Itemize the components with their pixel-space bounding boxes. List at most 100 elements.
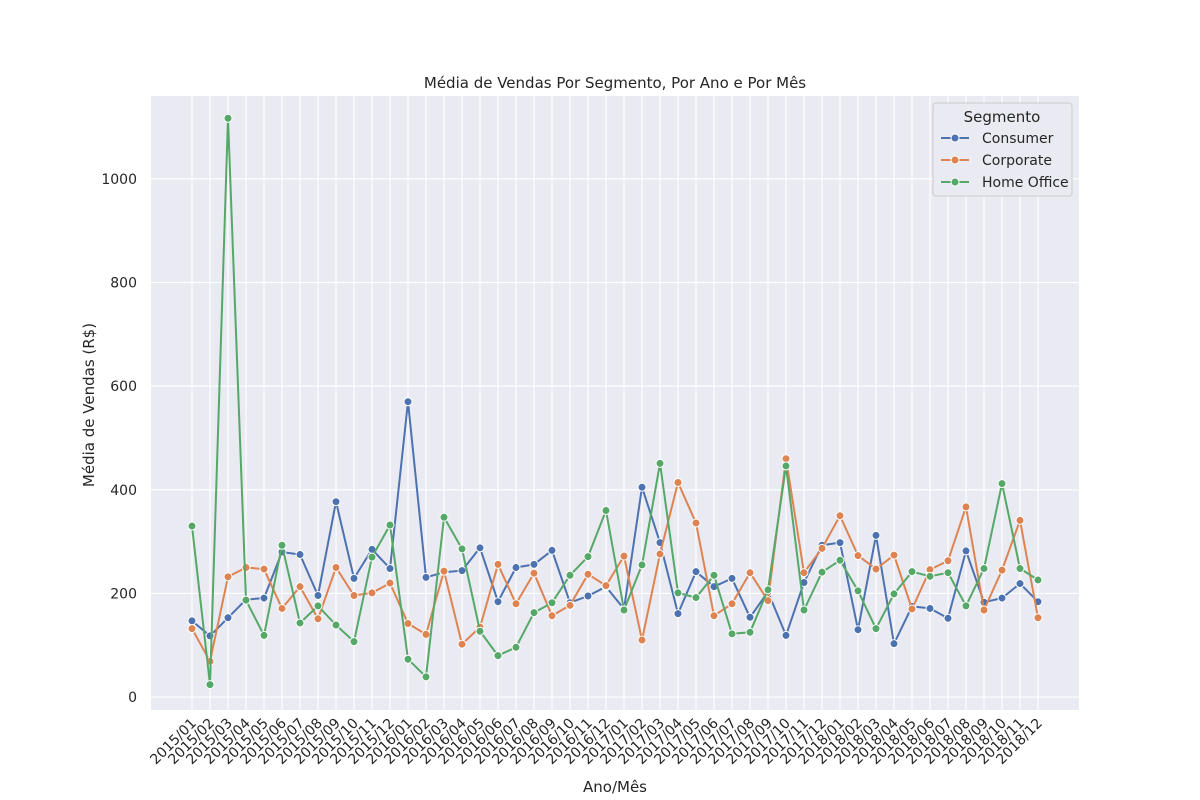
legend: Segmento Consumer Corporate Home Office <box>932 102 1073 197</box>
y-tick-label: 800 <box>110 276 137 292</box>
data-point-home-office <box>241 595 251 605</box>
data-point-corporate <box>565 600 575 610</box>
y-gridlines <box>151 178 1079 698</box>
data-point-home-office <box>781 461 791 471</box>
data-point-corporate <box>817 543 827 553</box>
data-point-consumer <box>1015 579 1025 589</box>
data-point-consumer <box>745 612 755 622</box>
data-point-home-office <box>565 570 575 580</box>
series-home-office <box>187 113 1043 690</box>
data-point-consumer <box>727 573 737 583</box>
legend-entries: Consumer Corporate Home Office <box>941 131 1069 191</box>
legend-swatch-marker <box>950 177 960 187</box>
data-point-corporate <box>349 590 359 600</box>
data-point-home-office <box>637 560 647 570</box>
data-point-home-office <box>799 605 809 615</box>
data-point-corporate <box>637 635 647 645</box>
data-point-corporate <box>1033 613 1043 623</box>
data-point-home-office <box>835 555 845 565</box>
series-layer <box>187 113 1043 690</box>
chart-title: Média de Vendas Por Segmento, Por Ano e … <box>424 74 806 92</box>
y-tick-label: 600 <box>110 379 137 395</box>
data-point-consumer <box>457 566 467 576</box>
data-point-home-office <box>961 601 971 611</box>
legend-entry-corporate: Corporate <box>941 153 1052 169</box>
legend-swatch-marker <box>950 133 960 143</box>
data-point-corporate <box>187 624 197 634</box>
data-point-consumer <box>925 603 935 613</box>
y-tick-label: 200 <box>110 586 137 602</box>
y-tick-label: 400 <box>110 483 137 499</box>
data-point-home-office <box>907 567 917 577</box>
data-point-consumer <box>259 593 269 603</box>
data-point-home-office <box>889 589 899 599</box>
data-point-corporate <box>367 588 377 598</box>
data-point-corporate <box>853 551 863 561</box>
data-point-home-office <box>817 567 827 577</box>
data-point-consumer <box>889 639 899 649</box>
legend-swatch-marker <box>950 155 960 165</box>
data-point-consumer <box>835 538 845 548</box>
data-point-home-office <box>763 585 773 595</box>
y-tick-labels: 0 200 400 600 800 1000 <box>101 172 137 706</box>
data-point-home-office <box>295 618 305 628</box>
legend-title: Segmento <box>964 108 1041 126</box>
data-point-home-office <box>1015 564 1025 574</box>
data-point-home-office <box>367 552 377 562</box>
x-gridlines <box>191 96 1039 710</box>
data-point-corporate <box>583 569 593 579</box>
data-point-home-office <box>673 588 683 598</box>
data-point-consumer <box>637 482 647 492</box>
data-point-consumer <box>781 630 791 640</box>
data-point-consumer <box>295 550 305 560</box>
data-point-consumer <box>385 564 395 574</box>
data-point-corporate <box>997 565 1007 575</box>
data-point-consumer <box>187 616 197 626</box>
x-tick-labels: 2015/012015/022015/032015/042015/052015/… <box>147 715 1045 768</box>
data-point-corporate <box>709 611 719 621</box>
data-point-corporate <box>961 502 971 512</box>
data-point-home-office <box>277 540 287 550</box>
data-point-home-office <box>583 552 593 562</box>
data-point-consumer <box>511 563 521 573</box>
data-point-corporate <box>295 582 305 592</box>
data-point-consumer <box>853 625 863 635</box>
data-point-home-office <box>943 568 953 578</box>
data-point-corporate <box>1015 515 1025 525</box>
data-point-consumer <box>331 497 341 507</box>
data-point-corporate <box>547 611 557 621</box>
data-point-consumer <box>223 613 233 623</box>
data-point-home-office <box>601 506 611 516</box>
series-line-consumer <box>191 400 1039 645</box>
data-point-corporate <box>439 566 449 576</box>
data-point-home-office <box>475 626 485 636</box>
data-point-home-office <box>331 620 341 630</box>
data-point-corporate <box>619 551 629 561</box>
data-point-consumer <box>673 609 683 619</box>
legend-entry-consumer: Consumer <box>941 131 1054 147</box>
data-point-corporate <box>745 568 755 578</box>
data-point-corporate <box>979 605 989 615</box>
data-point-consumer <box>205 631 215 641</box>
data-point-corporate <box>673 478 683 488</box>
data-point-consumer <box>493 597 503 607</box>
data-point-consumer <box>313 590 323 600</box>
data-point-home-office <box>871 624 881 634</box>
data-point-corporate <box>529 568 539 578</box>
legend-label: Home Office <box>982 175 1069 191</box>
data-point-corporate <box>889 550 899 560</box>
data-point-home-office <box>853 586 863 596</box>
data-point-home-office <box>385 520 395 530</box>
data-point-home-office <box>619 605 629 615</box>
data-point-corporate <box>223 572 233 582</box>
data-point-corporate <box>871 564 881 574</box>
data-point-corporate <box>277 603 287 613</box>
y-axis-label: Média de Vendas (R$) <box>80 323 98 487</box>
data-point-home-office <box>403 654 413 664</box>
data-point-consumer <box>529 559 539 569</box>
series-line-corporate <box>191 457 1039 663</box>
data-point-home-office <box>457 544 467 554</box>
data-point-consumer <box>961 546 971 556</box>
data-point-corporate <box>313 614 323 624</box>
data-point-home-office <box>259 630 269 640</box>
